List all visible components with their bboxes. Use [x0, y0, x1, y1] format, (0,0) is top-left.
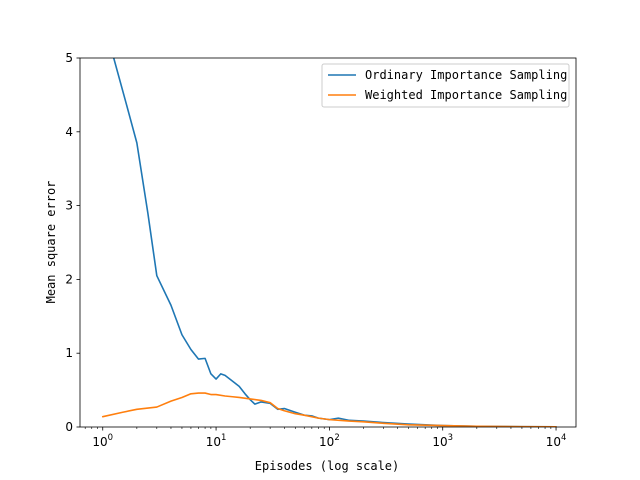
- y-tick-label: 0: [65, 420, 73, 434]
- x-tick-label: 103: [432, 433, 453, 449]
- y-tick-label: 3: [65, 199, 73, 213]
- x-tick-exponent: 2: [334, 433, 339, 443]
- x-tick-base: 10: [92, 435, 107, 449]
- y-tick-label: 4: [65, 125, 73, 139]
- x-tick-label: 100: [92, 433, 113, 449]
- plot-area: [101, 58, 557, 427]
- x-tick-exponent: 4: [561, 433, 566, 443]
- axes-frame: [79, 57, 577, 428]
- x-tick-base: 10: [546, 435, 561, 449]
- y-tick-label: 5: [65, 51, 73, 65]
- legend: Ordinary Importance Sampling Weighted Imp…: [321, 63, 570, 108]
- legend-entry-label: Weighted Importance Sampling: [365, 88, 567, 102]
- x-tick-label: 104: [546, 433, 567, 449]
- x-tick-exponent: 0: [108, 433, 113, 443]
- x-tick-exponent: 3: [448, 433, 453, 443]
- x-tick-exponent: 1: [221, 433, 226, 443]
- x-tick-base: 10: [432, 435, 447, 449]
- x-tick-base: 10: [206, 435, 221, 449]
- legend-box: [321, 63, 570, 108]
- x-tick-label: 101: [206, 433, 227, 449]
- series-line-weighted: [101, 392, 557, 427]
- legend-entry-label: Ordinary Importance Sampling: [365, 68, 567, 82]
- x-tick-label: 102: [319, 433, 340, 449]
- y-axis-label: Mean square error: [44, 181, 58, 304]
- y-tick-label: 2: [65, 272, 73, 286]
- x-tick-base: 10: [319, 435, 334, 449]
- y-tick-label: 1: [65, 346, 73, 360]
- x-axis-label: Episodes (log scale): [255, 459, 400, 473]
